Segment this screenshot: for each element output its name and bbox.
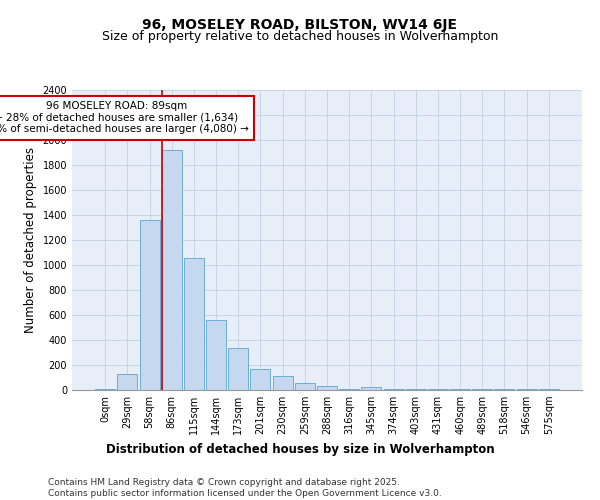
Text: Distribution of detached houses by size in Wolverhampton: Distribution of detached houses by size … bbox=[106, 442, 494, 456]
Bar bbox=[184, 258, 204, 390]
Bar bbox=[228, 348, 248, 390]
Bar bbox=[295, 382, 315, 390]
Bar bbox=[206, 320, 226, 390]
Text: 96 MOSELEY ROAD: 89sqm
← 28% of detached houses are smaller (1,634)
71% of semi-: 96 MOSELEY ROAD: 89sqm ← 28% of detached… bbox=[0, 101, 248, 134]
Y-axis label: Number of detached properties: Number of detached properties bbox=[24, 147, 37, 333]
Text: Contains HM Land Registry data © Crown copyright and database right 2025.
Contai: Contains HM Land Registry data © Crown c… bbox=[48, 478, 442, 498]
Text: 96, MOSELEY ROAD, BILSTON, WV14 6JE: 96, MOSELEY ROAD, BILSTON, WV14 6JE bbox=[143, 18, 458, 32]
Bar bbox=[95, 389, 115, 390]
Bar bbox=[272, 376, 293, 390]
Bar bbox=[361, 387, 382, 390]
Bar bbox=[250, 369, 271, 390]
Text: Size of property relative to detached houses in Wolverhampton: Size of property relative to detached ho… bbox=[102, 30, 498, 43]
Bar bbox=[118, 374, 137, 390]
Bar bbox=[162, 150, 182, 390]
Bar bbox=[317, 386, 337, 390]
Bar bbox=[140, 220, 160, 390]
